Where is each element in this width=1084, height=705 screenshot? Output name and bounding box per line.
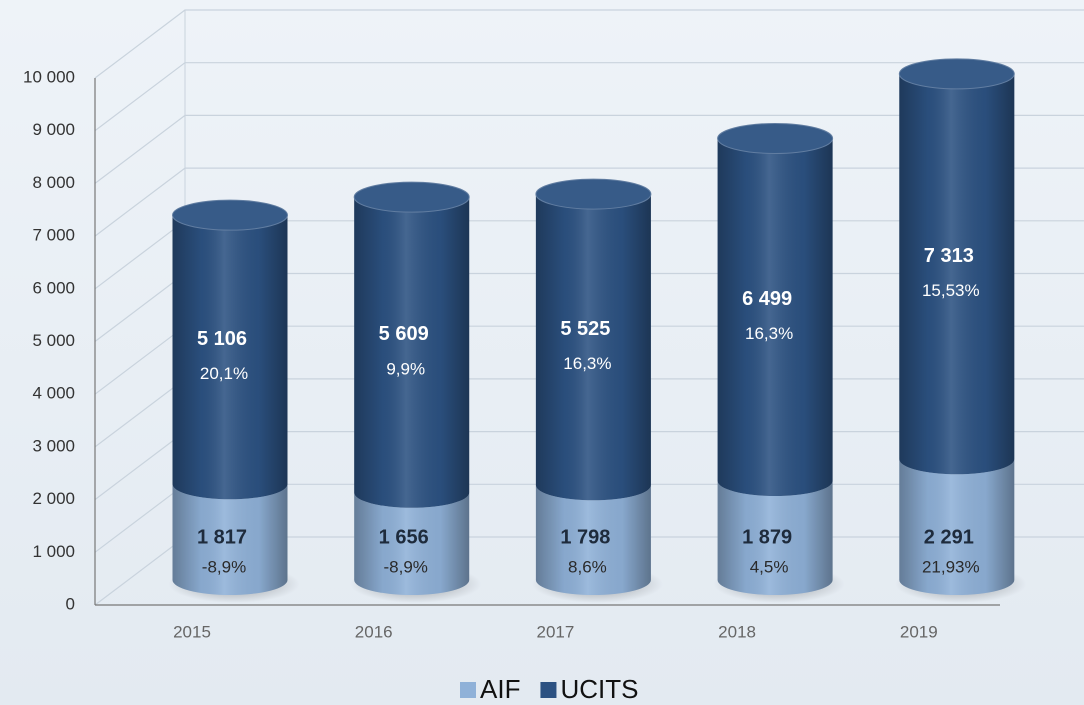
bar-shade — [717, 480, 833, 595]
bar-cap — [353, 181, 470, 213]
bars — [168, 58, 1027, 603]
y-tick-label: 10 000 — [23, 67, 75, 86]
x-tick-label: 2015 — [173, 622, 211, 641]
growth-label: 16,3% — [563, 354, 611, 373]
y-tick-label: 5 000 — [32, 331, 75, 350]
bar-shade — [354, 492, 470, 595]
value-label: 1 798 — [560, 526, 610, 548]
bar-shade — [899, 459, 1015, 595]
growth-label: 4,5% — [750, 557, 789, 576]
bar-shade — [535, 194, 651, 501]
bar-shade — [535, 485, 651, 595]
growth-label: 20,1% — [200, 364, 248, 383]
growth-label: 21,93% — [922, 557, 980, 576]
growth-label: 15,53% — [922, 281, 980, 300]
value-label: 7 313 — [924, 245, 974, 267]
growth-label: 9,9% — [386, 359, 425, 378]
value-label: 6 499 — [742, 288, 792, 310]
y-tick-label: 6 000 — [32, 278, 75, 297]
bar-cap — [898, 58, 1015, 90]
y-tick-label: 7 000 — [32, 226, 75, 245]
value-label: 5 525 — [560, 318, 610, 340]
growth-label: 8,6% — [568, 557, 607, 576]
bar-shade — [172, 484, 288, 595]
y-tick-label: 3 000 — [32, 436, 75, 455]
value-label: 1 879 — [742, 526, 792, 548]
y-tick-label: 0 — [66, 594, 75, 613]
x-tick-label: 2018 — [718, 622, 756, 641]
bar-cap — [172, 199, 288, 231]
bar-shade — [354, 197, 470, 508]
y-tick-label: 2 000 — [32, 489, 75, 508]
bar-cap — [717, 122, 834, 154]
bar-shade — [717, 138, 833, 496]
growth-label: -8,9% — [202, 557, 246, 576]
labels: 0 1 000 2 000 3 000 4 000 5 000 6 000 7 000 8 00… — [23, 67, 980, 703]
y-tick-label: 4 000 — [32, 384, 75, 403]
bar-shade — [899, 73, 1015, 475]
legend-label: UCITS — [560, 674, 638, 704]
x-tick-label: 2016 — [355, 622, 393, 641]
value-label: 5 609 — [379, 323, 429, 345]
bar-shade — [172, 215, 288, 500]
value-label: 1 656 — [379, 526, 429, 548]
value-label: 2 291 — [924, 526, 974, 548]
y-tick-label: 9 000 — [32, 120, 75, 139]
legend-label: AIF — [480, 674, 520, 704]
legend-swatch — [460, 682, 476, 698]
value-label: 1 817 — [197, 526, 247, 548]
y-tick-label: 8 000 — [32, 173, 75, 192]
x-tick-label: 2017 — [536, 622, 574, 641]
growth-label: 16,3% — [745, 324, 793, 343]
x-tick-label: 2019 — [900, 622, 938, 641]
y-tick-label: 1 000 — [32, 542, 75, 561]
value-label: 5 106 — [197, 328, 247, 350]
growth-label: -8,9% — [383, 557, 427, 576]
bar-cap — [535, 178, 652, 210]
legend-swatch — [540, 682, 557, 698]
